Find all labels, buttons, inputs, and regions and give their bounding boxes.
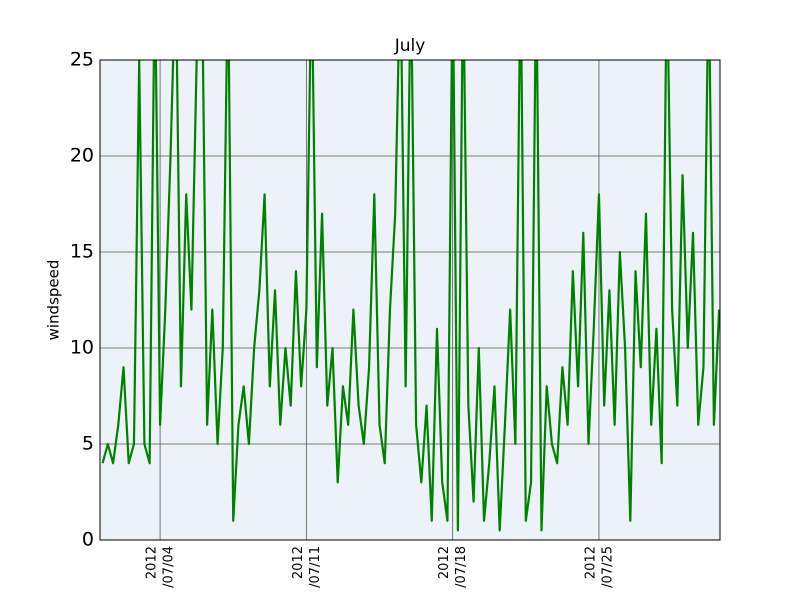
plot-frame <box>99 59 721 541</box>
y-axis-label: windspeed <box>45 260 63 341</box>
y-tick-label: 15 <box>70 241 94 263</box>
y-tick-label: 20 <box>70 145 94 167</box>
series <box>101 60 720 532</box>
x-tick-label: 2012/07/25 <box>583 546 615 588</box>
chart-title: July <box>394 36 426 56</box>
y-tick-label: 25 <box>70 49 94 71</box>
x-tick-label: 2012/07/18 <box>437 546 469 588</box>
y-tick-label: 5 <box>82 433 94 455</box>
x-tick-label: 2012/07/04 <box>144 546 176 588</box>
plot-area <box>100 60 720 540</box>
y-tick-label: 0 <box>82 529 94 551</box>
data-line <box>101 60 720 532</box>
x-tick-label: 2012/07/11 <box>290 546 322 588</box>
y-tick-label: 10 <box>70 337 94 359</box>
